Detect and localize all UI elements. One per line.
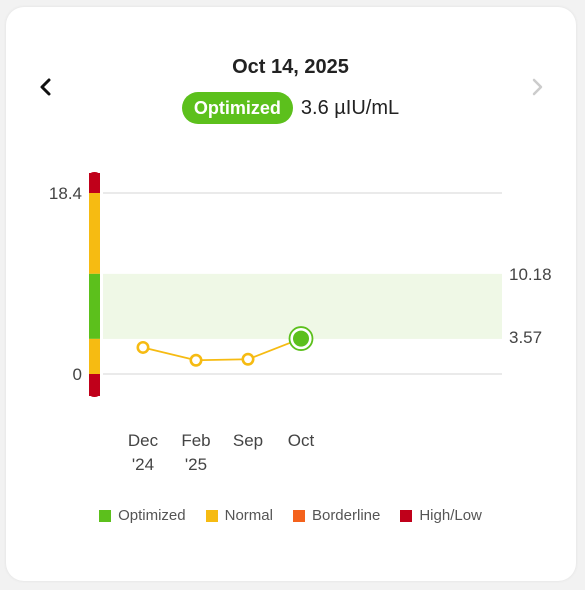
chart-legend: Optimized Normal Borderline High/Low (0, 507, 581, 524)
range-bar-segment (89, 173, 100, 193)
data-point (241, 352, 255, 366)
next-button[interactable] (524, 74, 550, 100)
x-tick-label-year: '24 (132, 455, 154, 474)
data-point (293, 330, 309, 347)
data-point (136, 340, 150, 354)
legend-item-high-low: High/Low (400, 507, 482, 524)
range-bar-segment (89, 193, 100, 274)
range-low-label: 3.57 (509, 328, 542, 347)
chevron-left-icon (40, 78, 51, 96)
range-high-label: 10.18 (509, 265, 552, 284)
range-bar-segment (89, 273, 100, 339)
legend-item-optimized: Optimized (99, 507, 186, 524)
status-row: Optimized 3.6 µIU/mL (0, 92, 581, 124)
range-bar-cap-bottom (89, 389, 100, 397)
x-tick-label: Oct (288, 431, 315, 450)
range-bar-segment (89, 374, 100, 396)
result-date: Oct 14, 2025 (232, 56, 349, 78)
legend-label: Optimized (118, 507, 186, 524)
previous-button[interactable] (32, 74, 58, 100)
trend-chart: 18.4 0 10.18 3.57 Dec '24 Feb '25 Sep Oct (49, 172, 552, 474)
x-tick-label: Sep (233, 431, 263, 450)
legend-item-normal: Normal (205, 507, 273, 524)
data-point (189, 353, 203, 367)
legend-item-borderline: Borderline (292, 507, 381, 524)
legend-swatch (99, 509, 112, 522)
legend-label: Borderline (311, 507, 381, 524)
chevron-right-icon (532, 78, 543, 96)
y-tick-label: 18.4 (49, 184, 82, 203)
legend-swatch (292, 509, 305, 522)
legend-swatch (400, 509, 413, 522)
x-tick-label: Dec (128, 431, 159, 450)
series-line (142, 337, 302, 362)
x-tick-label-year: '25 (185, 455, 207, 474)
x-tick-label: Feb (181, 431, 210, 450)
y-tick-label: 0 (73, 365, 82, 384)
status-badge: Optimized (181, 92, 293, 124)
range-bar-segment (89, 338, 100, 374)
legend-swatch (205, 509, 218, 522)
legend-label: High/Low (419, 507, 482, 524)
range-color-bar (89, 172, 100, 397)
result-value: 3.6 µIU/mL (300, 96, 400, 119)
legend-label: Normal (224, 507, 273, 524)
range-bar-cap-top (89, 172, 100, 180)
